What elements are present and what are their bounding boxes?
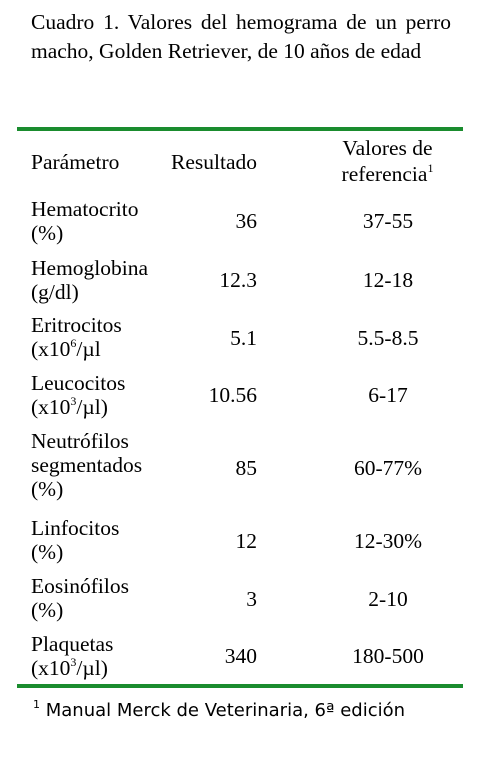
param-line: segmentados (31, 453, 143, 477)
param-unit: (x103/µl) (31, 394, 108, 419)
param-unit: (%) (31, 598, 64, 622)
table-row-leucocitos-referencia: 6-17 (368, 383, 408, 407)
table-row-neutrofilos-referencia: 60-77% (353, 456, 423, 480)
table-row-linfocitos-referencia: 12-30% (353, 529, 423, 553)
param-line: Linfocitos (31, 516, 120, 540)
table-row-neutrofilos-resultado: 85 (235, 456, 258, 480)
param-line: Hemoglobina (31, 256, 149, 280)
table-row-neutrofilos-param: Neutrófilos segmentados (%) (31, 429, 142, 501)
table-row-eosinofilos-referencia: 2-10 (368, 587, 408, 611)
param-line: Leucocitos (31, 371, 126, 395)
table-row-hemoglobina-param: Hemoglobina (g/dl) (31, 256, 148, 304)
header-resultado: Resultado (171, 150, 257, 174)
table-row-hematocrito-referencia: 37-55 (362, 209, 414, 233)
table-row-hemoglobina-resultado: 12.3 (219, 268, 257, 292)
table-row-plaquetas-param: Plaquetas (x103/µl) (31, 632, 113, 680)
table-row-hematocrito-resultado: 36 (235, 209, 258, 233)
footnote-text: Manual Merck de Veterinaria, 6ª edición (40, 700, 406, 721)
param-unit: (x103/µl) (31, 655, 108, 680)
table-row-linfocitos-resultado: 12 (235, 529, 258, 553)
header-referencia-line1: Valores de (342, 136, 433, 160)
param-unit: (g/dl) (31, 280, 79, 304)
param-line: Neutrófilos (31, 429, 129, 453)
footnote-marker: 1 (33, 698, 40, 711)
header-parametro: Parámetro (31, 150, 120, 174)
param-unit: (%) (31, 477, 64, 501)
table-footnote: 1 Manual Merck de Veterinaria, 6ª edició… (33, 698, 405, 724)
table-row-linfocitos-param: Linfocitos (%) (31, 516, 119, 564)
table-row-eritrocitos-referencia: 5.5-8.5 (357, 326, 419, 350)
table-row-eosinofilos-param: Eosinófilos (%) (31, 574, 129, 622)
table-row-plaquetas-resultado: 340 (224, 644, 257, 668)
table-top-rule (17, 127, 463, 131)
table-row-plaquetas-referencia: 180-500 (352, 644, 424, 668)
table-bottom-rule (17, 684, 463, 688)
param-unit: (%) (31, 540, 64, 564)
param-line: Hematocrito (31, 197, 139, 221)
table-row-leucocitos-resultado: 10.56 (208, 383, 257, 407)
table-row-eritrocitos-param: Eritrocitos (x106/µl (31, 313, 122, 361)
table-row-hemoglobina-referencia: 12-18 (362, 268, 414, 292)
table-row-eosinofilos-resultado: 3 (246, 587, 257, 611)
header-referencia: Valores de referencia1 (320, 135, 455, 187)
param-unit: (%) (31, 221, 64, 245)
param-unit: (x106/µl (31, 336, 101, 361)
param-line: Plaquetas (31, 632, 114, 656)
param-line: Eosinófilos (31, 574, 129, 598)
table-row-eritrocitos-resultado: 5.1 (230, 326, 257, 350)
footnote-ref-marker: 1 (427, 161, 434, 175)
param-line: Eritrocitos (31, 313, 122, 337)
table-caption: Cuadro 1. Valores del hemograma de un pe… (31, 10, 451, 63)
table-row-hematocrito-param: Hematocrito (%) (31, 197, 138, 245)
header-referencia-line2: referencia1 (341, 161, 434, 186)
table-row-leucocitos-param: Leucocitos (x103/µl) (31, 371, 125, 419)
